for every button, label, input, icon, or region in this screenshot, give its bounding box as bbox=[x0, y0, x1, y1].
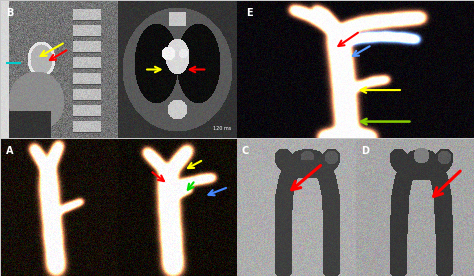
Text: 120 ms: 120 ms bbox=[213, 126, 231, 131]
Text: B: B bbox=[6, 8, 13, 18]
Text: E: E bbox=[246, 8, 253, 18]
Text: D: D bbox=[361, 146, 369, 156]
Text: A: A bbox=[6, 146, 13, 156]
Text: C: C bbox=[242, 146, 249, 156]
